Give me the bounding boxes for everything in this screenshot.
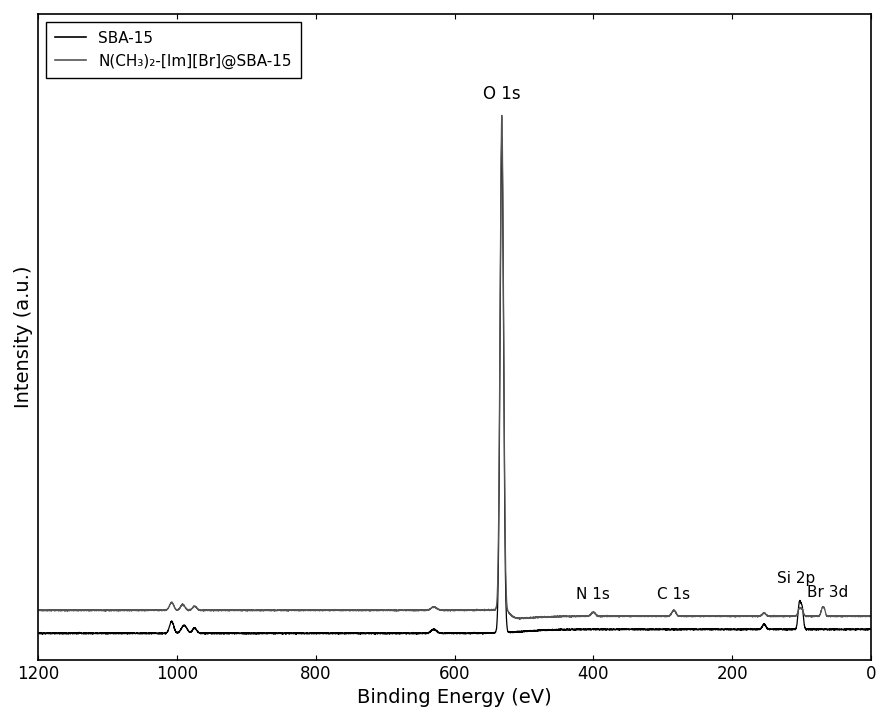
Text: C 1s: C 1s: [657, 587, 690, 602]
Text: O 1s: O 1s: [483, 85, 521, 103]
Y-axis label: Intensity (a.u.): Intensity (a.u.): [14, 265, 33, 408]
Legend: SBA-15, N(CH₃)₂-[Im][Br]@SBA-15: SBA-15, N(CH₃)₂-[Im][Br]@SBA-15: [46, 22, 301, 78]
Text: N 1s: N 1s: [577, 587, 611, 602]
X-axis label: Binding Energy (eV): Binding Energy (eV): [357, 688, 552, 707]
Text: Si 2p: Si 2p: [777, 571, 815, 586]
Text: Br 3d: Br 3d: [807, 585, 848, 601]
